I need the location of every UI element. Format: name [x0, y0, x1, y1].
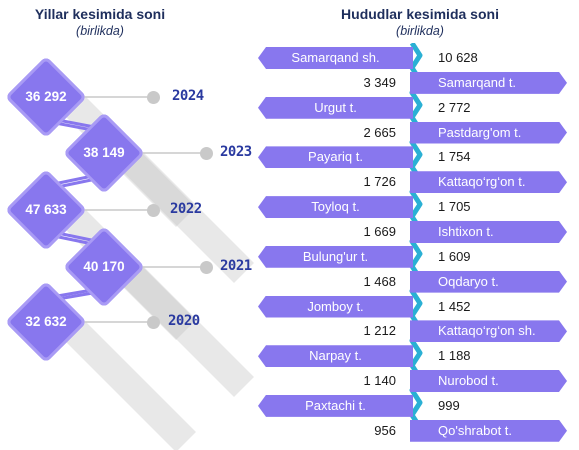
region-label: Jomboy t.	[258, 295, 413, 318]
region-value: 1 188	[438, 348, 471, 364]
region-value: 1 669	[363, 223, 396, 239]
year-label: 2024	[172, 88, 204, 104]
diamond-shadow	[124, 153, 254, 283]
year-label: 2022	[170, 201, 202, 217]
right-chart-title: Hududlar kesimida soni	[341, 6, 499, 22]
year-diamond: 38 149	[62, 111, 146, 195]
region-label: Samarqand sh.	[258, 47, 413, 69]
region-value: 1 140	[363, 373, 396, 389]
connector-dot	[147, 316, 160, 329]
year-value: 40 170	[83, 259, 125, 274]
connector-dot	[147, 91, 160, 104]
year-diamond: 40 170	[62, 225, 146, 309]
region-value: 999	[438, 397, 460, 413]
region-label: Bulung'ur t.	[258, 245, 413, 268]
region-label: Ishtixon t.	[410, 221, 567, 243]
region-value: 1 468	[363, 273, 396, 289]
region-value: 1 609	[438, 248, 471, 264]
region-label: Payariq t.	[258, 146, 413, 169]
year-diamond: 47 633	[4, 168, 88, 252]
region-label: Narpay t.	[258, 345, 413, 368]
region-label: Paxtachi t.	[258, 394, 413, 417]
connector-dot	[200, 261, 213, 274]
connector-dot	[147, 204, 160, 217]
region-value: 1 452	[438, 298, 471, 314]
right-chart-subtitle: (birlikda)	[396, 24, 444, 38]
region-label: Urgut t.	[258, 96, 413, 119]
region-value: 10 628	[438, 50, 478, 65]
region-label: Pastdarg'om t.	[410, 122, 567, 144]
year-value: 32 632	[25, 314, 67, 329]
region-label: Oqdaryo t.	[410, 271, 567, 293]
year-value: 36 292	[25, 89, 67, 104]
region-value: 2 665	[363, 124, 396, 140]
left-chart-title: Yillar kesimida soni	[34, 6, 166, 22]
region-label: Toyloq t.	[258, 196, 413, 219]
region-value: 1 212	[363, 323, 396, 339]
left-chart-subtitle: (birlikda)	[76, 24, 124, 38]
region-value: 1 705	[438, 199, 471, 215]
region-label: Qo'shrabot t.	[410, 420, 567, 442]
connector-dot	[200, 147, 213, 160]
year-label: 2021	[220, 258, 252, 274]
year-value: 47 633	[25, 202, 67, 217]
region-label: Samarqand t.	[410, 72, 567, 94]
year-diamond: 32 632	[4, 280, 88, 364]
region-value: 1 726	[363, 174, 396, 190]
region-value: 1 754	[438, 149, 471, 165]
region-label: Kattaqo‘rg‘on t.	[410, 171, 567, 193]
year-label: 2020	[168, 313, 200, 329]
diamond-shadow	[66, 322, 196, 450]
region-label: Nurobod t.	[410, 370, 567, 392]
year-diamond: 36 292	[4, 55, 88, 139]
diamond-shadow	[124, 267, 254, 397]
region-value: 956	[374, 422, 396, 438]
region-value: 2 772	[438, 99, 471, 115]
year-label: 2023	[220, 144, 252, 160]
region-value: 3 349	[363, 74, 396, 90]
year-value: 38 149	[83, 145, 125, 160]
region-label: Kattaqo‘rg‘on sh.	[410, 320, 567, 342]
